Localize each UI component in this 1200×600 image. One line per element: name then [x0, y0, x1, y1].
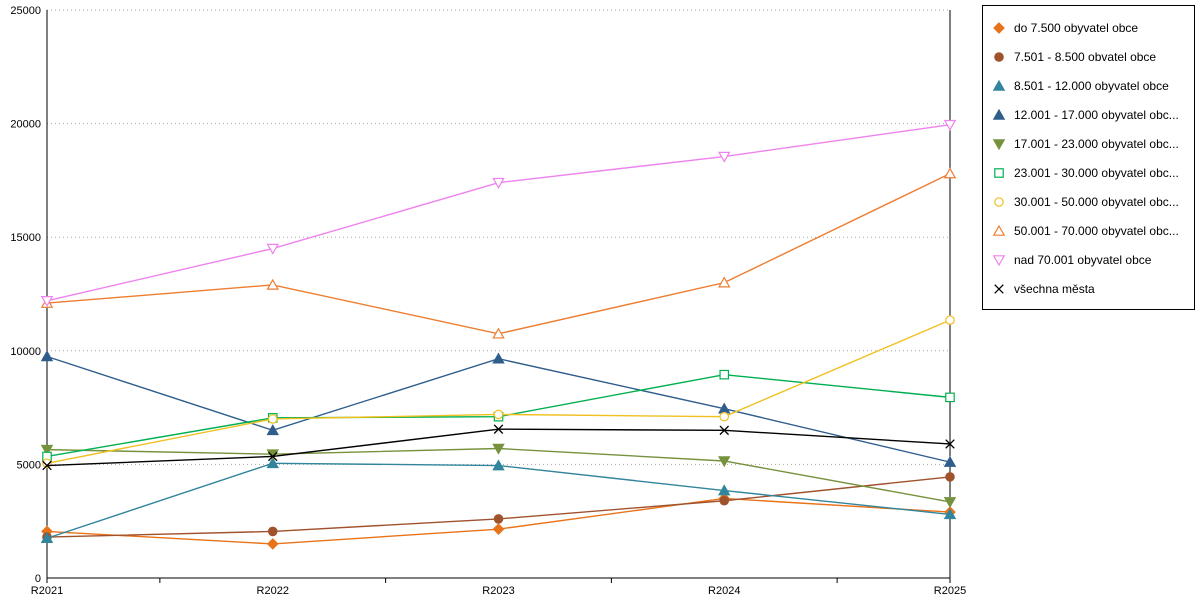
legend-item: 12.001 - 17.000 obyvatel obc...	[991, 100, 1186, 129]
series-marker	[718, 484, 731, 496]
series-marker	[943, 167, 957, 179]
series-marker	[943, 119, 957, 131]
series-marker	[40, 532, 54, 544]
legend-marker-icon	[992, 108, 1006, 120]
legend-label: 50.001 - 70.000 obyvatel obc...	[1014, 223, 1179, 238]
series-marker	[943, 508, 957, 520]
y-axis-tick-label: 20000	[10, 119, 41, 131]
y-axis-tick-label: 25000	[10, 5, 41, 17]
series-marker	[719, 369, 730, 380]
y-axis-tick-label: 15000	[10, 232, 41, 244]
series-line	[46, 172, 951, 335]
legend-marker-icon	[994, 196, 1004, 207]
series-marker	[266, 424, 279, 436]
series-marker	[40, 350, 54, 362]
series-marker	[266, 538, 279, 550]
series-marker	[492, 523, 505, 536]
legend-marker-icon	[992, 79, 1006, 91]
x-axis-tick-label: R2021	[31, 585, 63, 597]
series-marker	[719, 411, 730, 422]
circle-marker-icon	[994, 196, 1004, 207]
legend-item: 30.001 - 50.000 obyvatel obc...	[991, 187, 1186, 216]
series-marker	[718, 276, 731, 288]
circle-marker-icon	[994, 51, 1004, 62]
triangle-up-marker-icon	[992, 224, 1006, 236]
legend-item: nad 70.001 obyvatel obce	[991, 245, 1186, 274]
series-marker	[943, 455, 957, 467]
x-marker-icon	[994, 283, 1004, 294]
series-marker	[493, 514, 504, 524]
legend-item: 23.001 - 30.000 obyvatel obc...	[991, 158, 1186, 187]
legend-marker-icon	[992, 138, 1006, 150]
series-marker	[493, 424, 504, 434]
series-marker	[267, 526, 278, 537]
x-axis-tick-label: R2025	[934, 585, 966, 597]
series-marker	[266, 243, 279, 255]
legend-label: 17.001 - 23.000 obyvatel obc...	[1014, 136, 1179, 151]
series-marker	[719, 495, 730, 506]
series-marker	[42, 460, 52, 471]
series-marker	[492, 327, 505, 339]
series-marker	[40, 444, 54, 456]
series-line	[46, 124, 951, 302]
legend-item: 50.001 - 70.000 obyvatel obc...	[991, 216, 1186, 245]
series-marker	[493, 409, 504, 420]
legend-label: 8.501 - 12.000 obyvatel obce	[1014, 78, 1169, 93]
triangle-down-marker-icon	[992, 254, 1006, 266]
series-marker	[266, 457, 279, 469]
triangle-down-marker-icon	[992, 138, 1006, 150]
y-axis-tick-label: 10000	[10, 346, 41, 358]
legend-label: 23.001 - 30.000 obyvatel obc...	[1014, 165, 1179, 180]
legend-label: nad 70.001 obyvatel obce	[1014, 252, 1152, 267]
y-axis-tick-label: 0	[35, 573, 41, 585]
legend-item: 8.501 - 12.000 obyvatel obce	[991, 71, 1186, 100]
legend-label: do 7.500 obyvatel obce	[1014, 20, 1139, 35]
legend-item: všechna města	[991, 274, 1186, 303]
series-marker	[718, 151, 731, 163]
legend-marker-icon	[994, 167, 1004, 178]
legend-marker-icon	[994, 283, 1004, 294]
series-line	[46, 319, 951, 464]
legend-label: všechna města	[1014, 281, 1095, 296]
legend-label: 7.501 - 8.500 obvatel obce	[1014, 49, 1157, 64]
series-marker	[267, 414, 278, 424]
legend-item: 7.501 - 8.500 obvatel obce	[991, 42, 1186, 71]
x-axis-tick-label: R2022	[257, 585, 289, 597]
series-marker	[492, 177, 505, 189]
series-marker	[945, 472, 955, 482]
series-marker	[40, 296, 54, 308]
series-marker	[492, 443, 505, 455]
series-marker	[719, 425, 730, 436]
legend-marker-icon	[992, 254, 1006, 266]
series-marker	[492, 459, 505, 471]
diamond-marker-icon	[993, 21, 1005, 34]
legend-label: 30.001 - 50.000 obyvatel obc...	[1014, 194, 1179, 209]
legend-marker-icon	[993, 21, 1005, 34]
triangle-up-marker-icon	[992, 79, 1006, 91]
series-marker	[267, 451, 278, 462]
series-marker	[945, 392, 955, 403]
series-marker	[492, 352, 505, 364]
legend: do 7.500 obyvatel obce 7.501 - 8.500 obva…	[982, 5, 1195, 310]
x-axis-tick-label: R2024	[708, 585, 740, 597]
series-marker	[945, 439, 955, 449]
legend-label: 12.001 - 17.000 obyvatel obc...	[1014, 107, 1179, 122]
legend-item: 17.001 - 23.000 obyvatel obc...	[991, 129, 1186, 158]
series-marker	[718, 456, 731, 468]
legend-marker-icon	[994, 51, 1004, 62]
legend-item: do 7.500 obyvatel obce	[991, 13, 1186, 42]
square-marker-icon	[994, 167, 1004, 178]
triangle-up-marker-icon	[992, 108, 1006, 120]
series-marker	[943, 497, 957, 509]
series-marker	[266, 278, 279, 290]
y-axis-tick-label: 5000	[17, 459, 41, 471]
series-marker	[945, 315, 955, 325]
x-axis-tick-label: R2023	[482, 585, 514, 597]
legend-marker-icon	[992, 224, 1006, 236]
